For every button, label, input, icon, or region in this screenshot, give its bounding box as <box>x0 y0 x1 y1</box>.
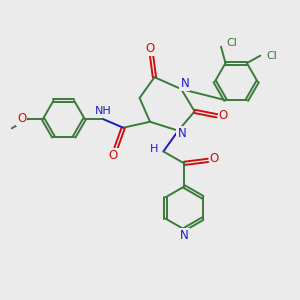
Text: Cl: Cl <box>266 51 277 61</box>
Text: O: O <box>210 152 219 165</box>
Text: O: O <box>17 112 26 125</box>
Text: NH: NH <box>95 106 111 116</box>
Text: Cl: Cl <box>226 38 237 48</box>
Text: N: N <box>180 77 189 90</box>
Text: N: N <box>180 230 189 242</box>
Text: H: H <box>150 144 159 154</box>
Text: O: O <box>219 109 228 122</box>
Text: O: O <box>146 42 154 55</box>
Text: O: O <box>109 148 118 162</box>
Text: N: N <box>177 127 186 140</box>
